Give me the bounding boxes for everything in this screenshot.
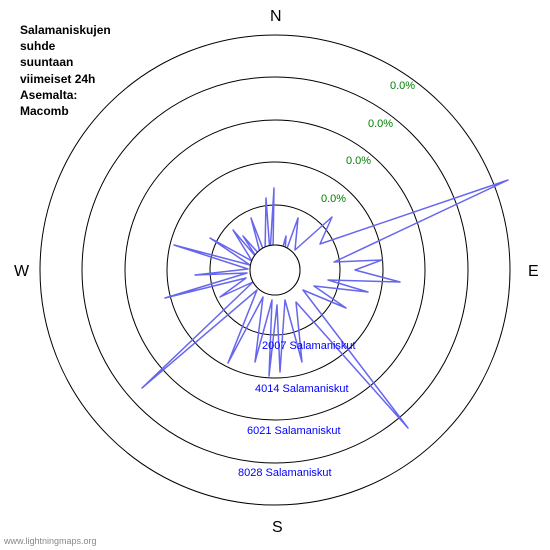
percent-label: 0.0%: [321, 193, 346, 205]
strike-count-label: 6021 Salamaniskut: [247, 425, 341, 437]
attribution: www.lightningmaps.org: [4, 536, 97, 546]
percent-label: 0.0%: [390, 80, 415, 92]
center-disc: [250, 245, 300, 295]
strike-count-label: 4014 Salamaniskut: [255, 383, 349, 395]
compass-s: S: [272, 519, 283, 537]
chart-title: Salamaniskujensuhdesuuntaanviimeiset 24h…: [20, 22, 111, 119]
compass-e: E: [528, 263, 539, 281]
strike-count-label: 2007 Salamaniskut: [262, 340, 356, 352]
percent-label: 0.0%: [346, 155, 371, 167]
chart-container: Salamaniskujensuhdesuuntaanviimeiset 24h…: [0, 0, 550, 550]
compass-n: N: [270, 8, 282, 26]
compass-w: W: [14, 263, 29, 281]
percent-label: 0.0%: [368, 118, 393, 130]
strike-count-label: 8028 Salamaniskut: [238, 467, 332, 479]
